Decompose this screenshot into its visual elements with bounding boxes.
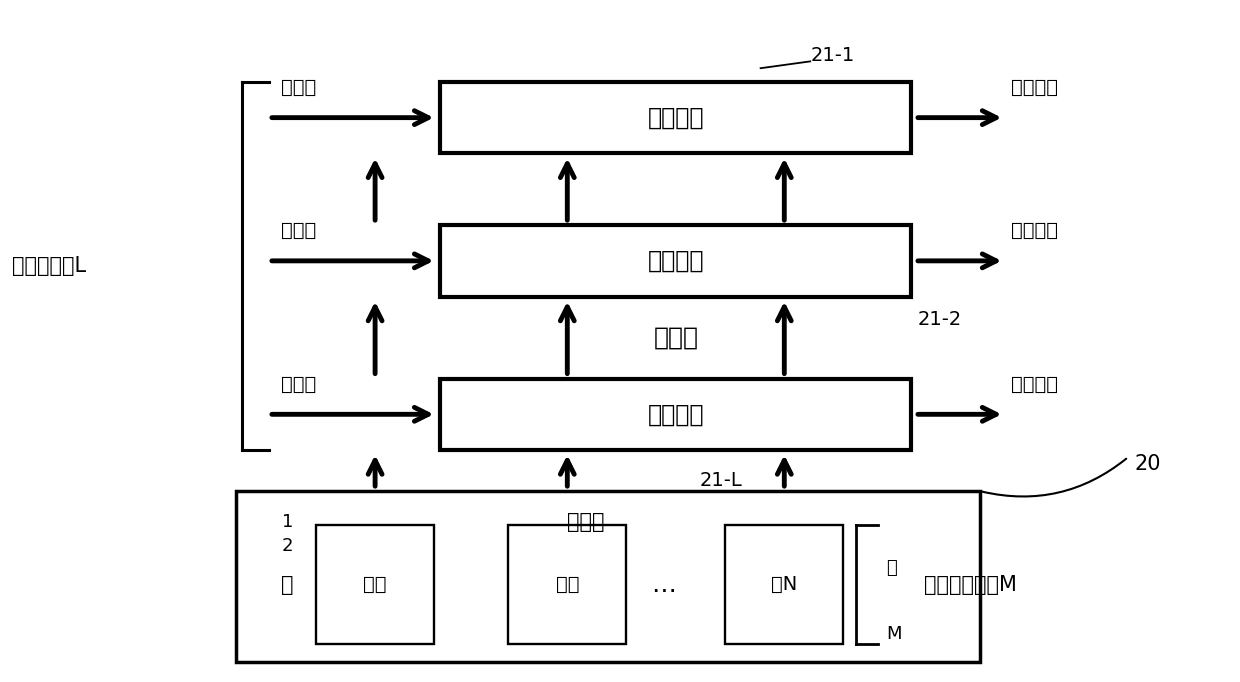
Bar <box>508 525 626 644</box>
Text: 比较电路: 比较电路 <box>647 402 704 426</box>
Text: 搜索表: 搜索表 <box>567 512 604 532</box>
Text: 20: 20 <box>1135 454 1161 474</box>
Text: 帧信息: 帧信息 <box>281 375 316 394</box>
Text: 帧信息: 帧信息 <box>281 222 316 241</box>
Text: 搜索结果: 搜索结果 <box>1011 375 1058 394</box>
Text: 21-L: 21-L <box>699 471 742 490</box>
Text: 比较电路: 比较电路 <box>647 249 704 273</box>
Text: ＃N: ＃N <box>771 576 797 594</box>
Text: 21-2: 21-2 <box>918 310 962 329</box>
Text: 并行计数：L: 并行计数：L <box>12 256 87 276</box>
Text: ：: ： <box>281 575 294 595</box>
Bar <box>440 379 911 450</box>
Text: ：: ： <box>887 559 898 577</box>
Text: 搜索结果: 搜索结果 <box>1011 78 1058 97</box>
Text: …: … <box>651 573 676 597</box>
Text: ＃２: ＃２ <box>556 576 579 594</box>
Bar <box>440 82 911 153</box>
Text: M: M <box>887 625 901 643</box>
Text: ・・・: ・・・ <box>653 325 698 350</box>
Text: 21-1: 21-1 <box>810 46 854 65</box>
Text: 1: 1 <box>281 513 294 531</box>
Text: 条目的总数：M: 条目的总数：M <box>924 575 1017 595</box>
Bar <box>440 225 911 297</box>
Text: 帧信息: 帧信息 <box>281 78 316 97</box>
Text: 2: 2 <box>281 537 294 554</box>
Text: 搜索结果: 搜索结果 <box>1011 222 1058 241</box>
Text: 比较电路: 比较电路 <box>647 106 704 130</box>
Bar <box>725 525 843 644</box>
Bar <box>236 491 980 662</box>
Bar <box>316 525 434 644</box>
Text: ＃１: ＃１ <box>363 576 387 594</box>
